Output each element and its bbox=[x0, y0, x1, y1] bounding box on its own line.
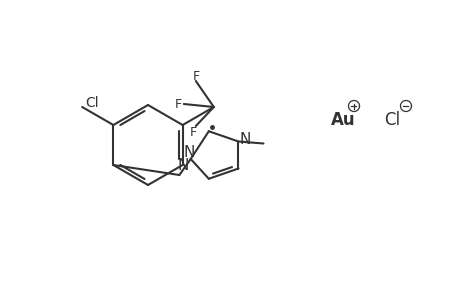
Text: Cl: Cl bbox=[383, 111, 399, 129]
Text: F: F bbox=[174, 98, 181, 110]
Text: N: N bbox=[183, 145, 194, 160]
Text: N: N bbox=[239, 132, 251, 147]
Text: F: F bbox=[192, 70, 199, 83]
Text: F: F bbox=[189, 125, 196, 139]
Text: N: N bbox=[178, 158, 189, 172]
Text: Cl: Cl bbox=[85, 96, 99, 110]
Text: Au: Au bbox=[330, 111, 354, 129]
